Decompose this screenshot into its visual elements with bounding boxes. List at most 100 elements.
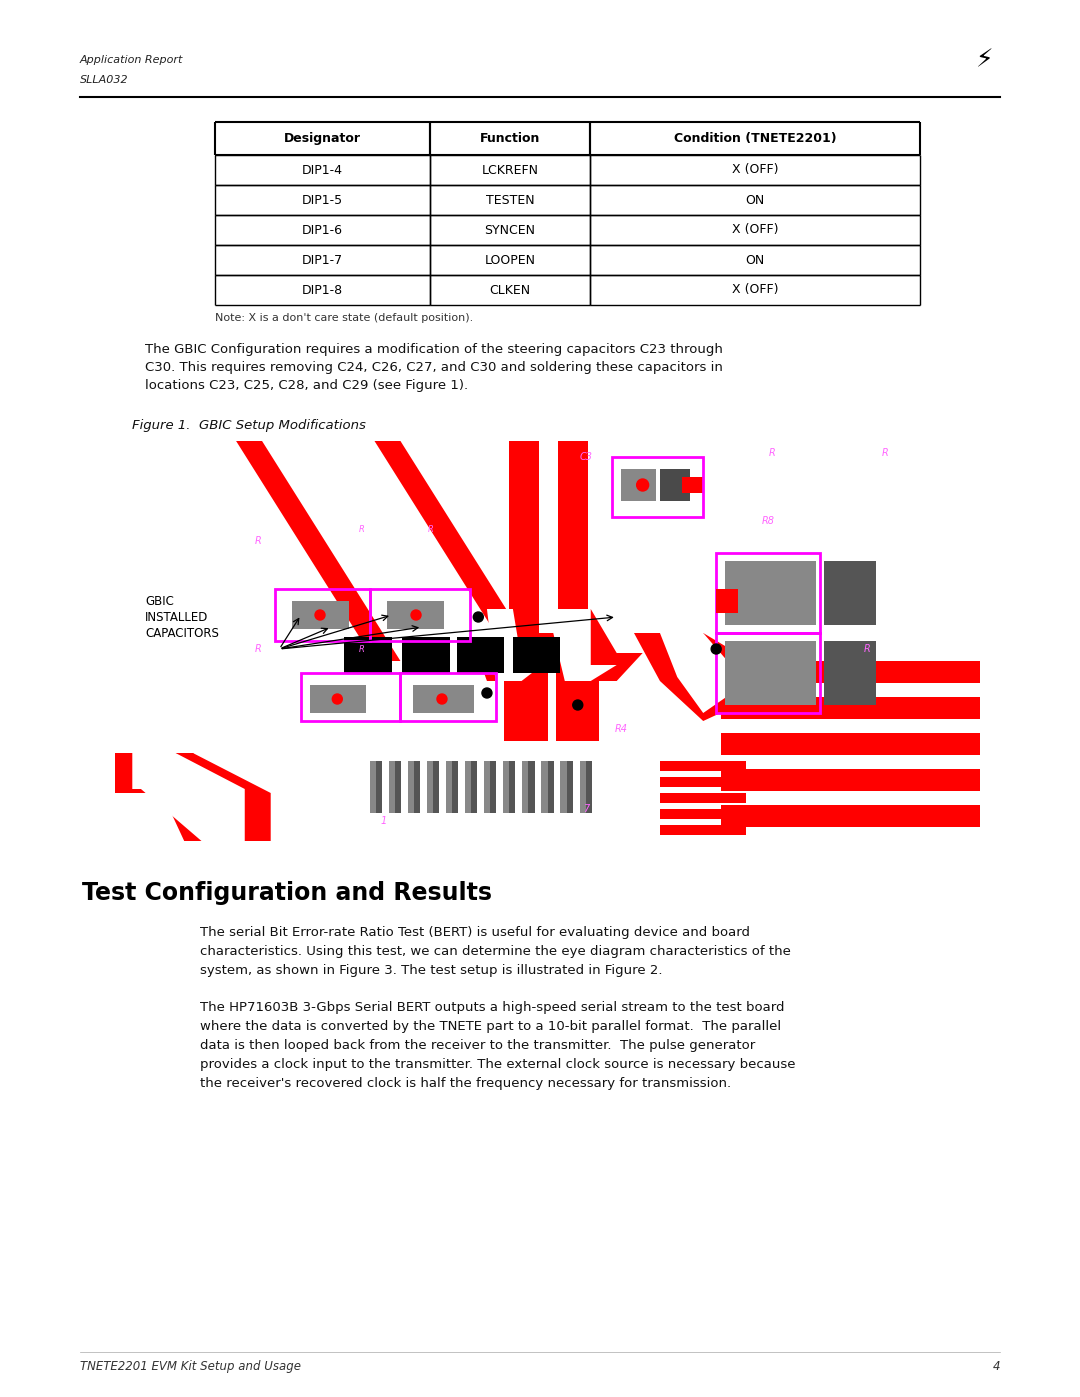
Bar xyxy=(523,761,535,813)
Bar xyxy=(720,805,980,827)
Text: GBIC: GBIC xyxy=(145,595,174,608)
Polygon shape xyxy=(314,441,513,661)
Bar xyxy=(612,457,703,517)
Bar xyxy=(414,685,474,712)
Bar xyxy=(402,637,449,673)
Bar xyxy=(720,733,980,754)
Circle shape xyxy=(482,687,492,698)
Bar xyxy=(275,590,370,641)
Bar xyxy=(370,590,470,641)
Text: Figure 1.  GBIC Setup Modifications: Figure 1. GBIC Setup Modifications xyxy=(132,419,366,432)
Text: system, as shown in Figure 3. The test setup is illustrated in Figure 2.: system, as shown in Figure 3. The test s… xyxy=(200,964,662,977)
Text: R: R xyxy=(428,524,434,534)
Bar xyxy=(389,761,402,813)
Text: Application Report: Application Report xyxy=(80,54,184,66)
Bar xyxy=(510,761,515,813)
Text: SLLA032: SLLA032 xyxy=(80,75,129,85)
Circle shape xyxy=(411,610,421,620)
Bar xyxy=(310,685,366,712)
Text: DIP1-5: DIP1-5 xyxy=(302,194,343,207)
Text: Test Configuration and Results: Test Configuration and Results xyxy=(82,882,492,905)
Bar xyxy=(428,761,440,813)
Polygon shape xyxy=(340,441,539,661)
Bar xyxy=(301,673,401,721)
Text: DIP1-4: DIP1-4 xyxy=(302,163,343,176)
Bar xyxy=(376,761,382,813)
Bar xyxy=(561,761,572,813)
Bar xyxy=(681,476,703,493)
Bar xyxy=(541,761,554,813)
Bar xyxy=(580,761,592,813)
Bar xyxy=(720,827,980,840)
Bar xyxy=(660,469,690,502)
Text: 1: 1 xyxy=(380,816,387,826)
Text: ⚡: ⚡ xyxy=(976,47,994,73)
Polygon shape xyxy=(262,441,461,661)
Bar xyxy=(504,661,548,740)
Bar xyxy=(716,633,820,712)
Text: DIP1-8: DIP1-8 xyxy=(302,284,343,296)
Polygon shape xyxy=(634,633,764,721)
Text: ON: ON xyxy=(745,253,765,267)
Bar xyxy=(446,761,458,813)
Bar xyxy=(725,562,815,624)
Text: Condition (TNETE2201): Condition (TNETE2201) xyxy=(674,131,836,145)
Text: R8: R8 xyxy=(761,515,774,527)
Bar xyxy=(720,791,980,803)
Text: SYNCEN: SYNCEN xyxy=(485,224,536,236)
Text: LCKREFN: LCKREFN xyxy=(482,163,539,176)
Circle shape xyxy=(636,479,649,490)
Circle shape xyxy=(437,694,447,704)
Text: R4: R4 xyxy=(615,724,627,733)
Bar xyxy=(585,761,592,813)
Text: data is then looped back from the receiver to the transmitter.  The pulse genera: data is then looped back from the receiv… xyxy=(200,1039,755,1052)
Text: 4: 4 xyxy=(993,1361,1000,1373)
Text: the receiver's recovered clock is half the frequency necessary for transmission.: the receiver's recovered clock is half t… xyxy=(200,1077,731,1090)
Bar xyxy=(528,761,535,813)
Bar xyxy=(293,601,349,629)
Bar xyxy=(370,761,382,813)
Text: CAPACITORS: CAPACITORS xyxy=(145,627,219,640)
Polygon shape xyxy=(150,753,228,841)
Bar xyxy=(720,768,980,791)
Text: TESTEN: TESTEN xyxy=(486,194,535,207)
Bar xyxy=(660,761,746,771)
Text: LOOPEN: LOOPEN xyxy=(485,253,536,267)
Bar xyxy=(539,441,558,633)
Bar xyxy=(388,601,444,629)
Text: R: R xyxy=(864,644,870,654)
Bar xyxy=(558,441,589,633)
Bar xyxy=(408,761,420,813)
Bar xyxy=(513,637,561,673)
Text: X (OFF): X (OFF) xyxy=(732,224,779,236)
Bar xyxy=(465,761,477,813)
Bar xyxy=(415,761,420,813)
Bar xyxy=(824,641,876,705)
Bar xyxy=(484,761,497,813)
Bar xyxy=(548,761,554,813)
Bar xyxy=(660,793,746,803)
Text: R: R xyxy=(881,448,888,458)
Text: R: R xyxy=(769,448,775,458)
Text: R: R xyxy=(255,644,261,654)
Text: characteristics. Using this test, we can determine the eye diagram characteristi: characteristics. Using this test, we can… xyxy=(200,944,791,958)
Text: C3: C3 xyxy=(580,453,593,462)
Bar xyxy=(716,553,820,633)
Bar xyxy=(824,562,876,624)
Bar xyxy=(567,761,572,813)
Circle shape xyxy=(711,644,721,654)
Bar xyxy=(345,637,392,673)
Text: DIP1-6: DIP1-6 xyxy=(302,224,343,236)
Polygon shape xyxy=(133,753,245,841)
Polygon shape xyxy=(114,753,271,841)
Bar xyxy=(457,637,504,673)
Text: The GBIC Configuration requires a modification of the steering capacitors C23 th: The GBIC Configuration requires a modifi… xyxy=(145,344,723,356)
Text: DIP1-7: DIP1-7 xyxy=(302,253,343,267)
Text: Designator: Designator xyxy=(284,131,361,145)
Text: C30. This requires removing C24, C26, C27, and C30 and soldering these capacitor: C30. This requires removing C24, C26, C2… xyxy=(145,360,723,374)
Circle shape xyxy=(572,700,583,710)
Text: where the data is converted by the TNETE part to a 10-bit parallel format.  The : where the data is converted by the TNETE… xyxy=(200,1020,781,1032)
Polygon shape xyxy=(660,633,738,712)
Bar xyxy=(401,673,496,721)
Text: INSTALLED: INSTALLED xyxy=(145,610,208,624)
